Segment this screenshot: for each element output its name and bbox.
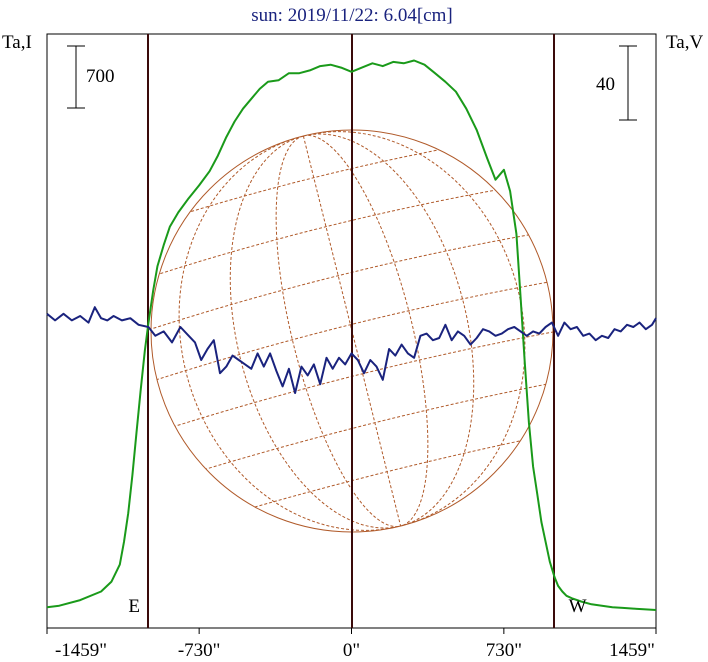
left-scale-value: 700 xyxy=(86,66,115,87)
series-line-intensity xyxy=(46,59,657,611)
series-layer xyxy=(46,59,657,611)
left-axis-label: Ta,I xyxy=(2,32,32,53)
limb-label-w: W xyxy=(569,596,587,617)
right-scale-value: 40 xyxy=(596,74,615,95)
x-tick-label: -730" xyxy=(178,640,221,661)
x-tick-label: 730" xyxy=(486,640,522,661)
x-axis: -1459" -730" 0" 730" 1459" xyxy=(46,628,657,661)
limb-label-e: E xyxy=(128,596,140,617)
disc-grid xyxy=(151,131,553,531)
left-scale-bar: 700 xyxy=(67,45,115,109)
right-axis-label: Ta,V xyxy=(666,32,703,53)
x-tick-label: 1459" xyxy=(609,640,655,661)
chart-title: sun: 2019/11/22: 6.04[cm] xyxy=(251,5,452,26)
x-tick-label: 0" xyxy=(343,640,360,661)
series-line-polarization xyxy=(46,306,657,394)
x-tick-label: -1459" xyxy=(55,640,107,661)
right-scale-bar: 40 xyxy=(596,45,637,121)
